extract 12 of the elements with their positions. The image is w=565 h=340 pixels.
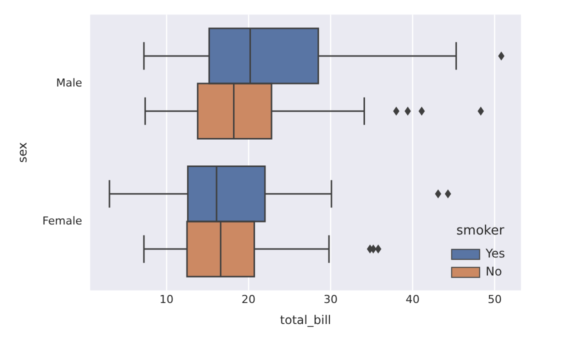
- x-tick-label: 40: [406, 292, 420, 306]
- x-tick-label: 50: [488, 292, 502, 306]
- legend-title: smoker: [456, 224, 505, 239]
- x-tick-label: 10: [159, 292, 174, 306]
- y-tick-label: Female: [42, 214, 82, 228]
- x-axis-title: total_bill: [280, 312, 332, 327]
- legend-label: Yes: [484, 246, 506, 261]
- legend-label: No: [486, 264, 502, 279]
- y-axis-title: sex: [15, 142, 30, 163]
- x-tick-label: 30: [324, 292, 338, 306]
- x-tick-label: 20: [242, 292, 256, 306]
- y-tick-label: Male: [56, 76, 82, 90]
